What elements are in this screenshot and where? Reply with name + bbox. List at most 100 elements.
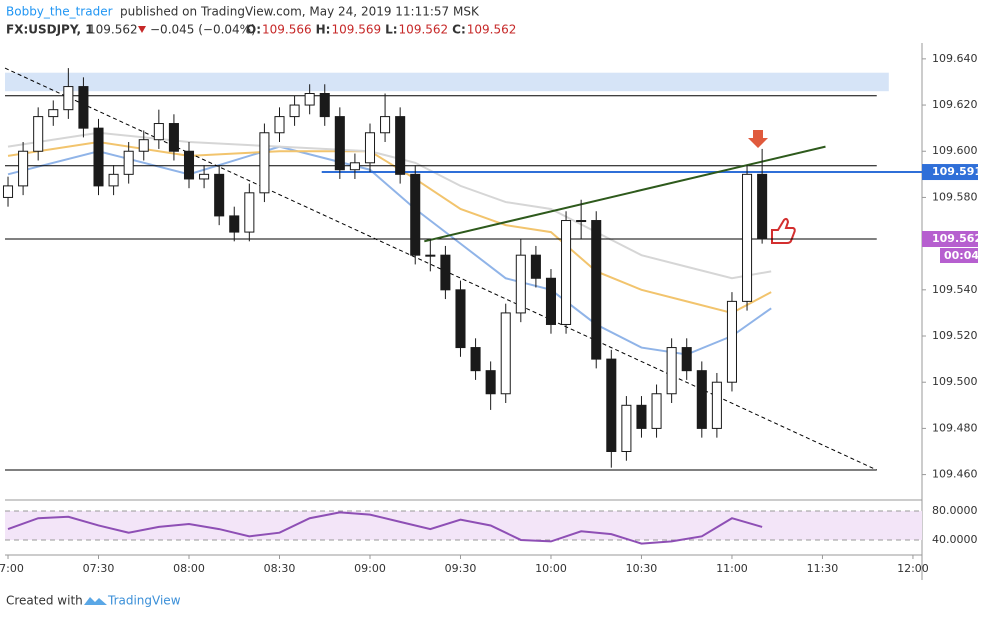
candle-body: [153, 123, 164, 141]
y-tick-label: 109.460: [932, 468, 978, 481]
candle-body: [440, 254, 451, 291]
x-tick-label: 10:30: [626, 562, 658, 575]
candle-body: [244, 192, 255, 233]
x-tick-label: 11:00: [716, 562, 748, 575]
candle-body: [425, 254, 436, 257]
x-tick-label: 07:30: [83, 562, 115, 575]
candle-body: [561, 220, 572, 325]
x-tick-label: 12:00: [897, 562, 929, 575]
price-label: 109.562: [932, 232, 982, 245]
candle-body: [2, 185, 14, 198]
candle-body: [63, 86, 74, 111]
candle-body: [304, 93, 315, 106]
y-tick-label: 109.580: [932, 190, 978, 203]
candle-body: [289, 104, 300, 118]
footer-brand[interactable]: TradingView: [107, 594, 181, 608]
candle-body: [168, 123, 179, 152]
candle-body: [48, 109, 59, 118]
ohlc-value: 109.566: [262, 23, 312, 37]
price-label: 109.591: [932, 165, 982, 178]
arrow-icon: [748, 130, 768, 148]
change: −0.045 (−0.04%): [150, 23, 256, 37]
zone: [5, 72, 889, 92]
candle-body: [214, 173, 225, 217]
published: published on TradingView.com, May 24, 20…: [120, 5, 480, 19]
candle-body: [33, 116, 44, 152]
countdown-box: [940, 248, 978, 264]
rsi-tick-label: 40.0000: [932, 533, 978, 546]
y-tick-label: 109.540: [932, 283, 978, 296]
candle-body: [606, 358, 617, 452]
rsi-tick-label: 80.0000: [932, 504, 978, 517]
x-tick-label: 08:30: [264, 562, 296, 575]
x-tick-label: 08:00: [173, 562, 205, 575]
x-tick-label: 09:30: [445, 562, 477, 575]
candle-body: [334, 116, 345, 171]
symbol: FX:USDJPY, 1: [6, 23, 94, 37]
candle-body: [576, 220, 587, 223]
candle-body: [410, 173, 421, 256]
candle-body: [364, 132, 376, 164]
rsi-band: [5, 510, 922, 540]
candle-body: [183, 150, 195, 180]
candle-body: [123, 150, 134, 175]
candle-body: [108, 173, 119, 187]
ohlc-value: 109.569: [331, 23, 381, 37]
candle-body: [681, 347, 692, 372]
ohlc-value: 109.562: [467, 23, 517, 37]
candle-body: [742, 173, 753, 302]
down-arrow: [138, 26, 146, 33]
candle-body: [259, 132, 270, 194]
ohlc-label: H:: [316, 23, 331, 37]
footer-text: Created with: [6, 594, 83, 608]
logo: [84, 597, 107, 605]
ohlc: O: 109.566 H: 109.569 L: 109.562 C: 109.562: [246, 23, 516, 37]
candle-body: [621, 404, 632, 452]
y-tick-label: 109.640: [932, 52, 978, 65]
candle-body: [395, 116, 406, 175]
x-tick-label: 09:00: [354, 562, 386, 575]
moving-average: [7, 145, 772, 356]
thumbs-up-icon: [771, 217, 796, 244]
candle-body: [545, 277, 557, 325]
trend-line: [424, 145, 826, 243]
y-tick-label: 109.600: [932, 144, 978, 157]
price-label-box: [922, 164, 978, 181]
candle-body: [591, 220, 602, 360]
ohlc-label: L:: [385, 23, 397, 37]
candle-body: [18, 150, 29, 187]
candle-body: [485, 370, 496, 395]
candle-body: [666, 347, 677, 395]
countdown: 00:04: [944, 249, 979, 262]
candle-body: [199, 173, 210, 180]
moving-average: [7, 131, 772, 280]
candle-body: [380, 116, 391, 134]
ohlc-value: 109.562: [399, 23, 449, 37]
candle-body: [349, 162, 360, 171]
x-tick-label: 07:00: [0, 562, 24, 575]
price-label-box: [922, 231, 978, 248]
rsi-line: [7, 511, 763, 545]
candle-body: [500, 312, 511, 395]
candle-body: [138, 139, 149, 152]
candle-body: [455, 289, 466, 349]
candle-body: [93, 127, 104, 187]
candle-body: [470, 347, 481, 372]
candle-body: [229, 215, 240, 233]
candle-body: [319, 93, 330, 118]
candle-body: [515, 254, 526, 314]
moving-average: [7, 140, 772, 314]
candle-body: [726, 300, 737, 383]
candle-body: [78, 86, 89, 129]
author[interactable]: Bobby_the_trader: [6, 5, 113, 19]
x-tick-label: 11:30: [807, 562, 839, 575]
candle-body: [711, 381, 722, 429]
y-tick-label: 109.480: [932, 421, 978, 434]
candle-body: [530, 254, 541, 279]
candle-body: [757, 173, 768, 240]
y-tick-label: 109.520: [932, 329, 978, 342]
candle-body: [651, 393, 662, 429]
last-price: 109.562: [88, 23, 138, 37]
ohlc-label: O:: [246, 23, 261, 37]
